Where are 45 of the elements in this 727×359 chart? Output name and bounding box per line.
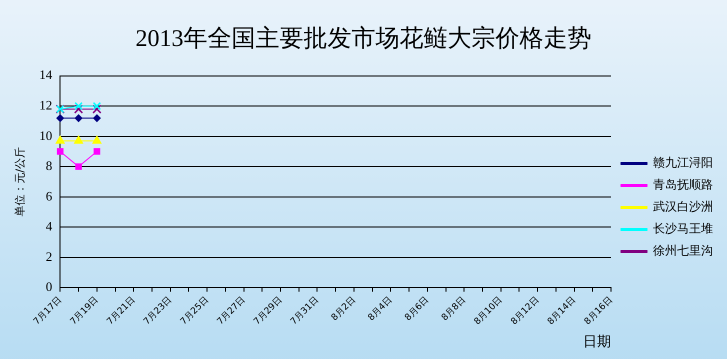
x-tick-label: 8月10日 (472, 295, 505, 328)
point (56, 136, 65, 144)
chart-title: 2013年全国主要批发市场花鲢大宗价格走势 (134, 24, 592, 54)
x-tick-label: 8月4日 (366, 295, 394, 324)
y-tick-label: 14 (39, 67, 53, 82)
point (92, 104, 102, 114)
y-tick-label: 8 (46, 158, 52, 174)
x-tick-label: 7月23日 (142, 295, 174, 328)
point (56, 114, 64, 122)
x-tick-label: 8月2日 (330, 295, 358, 324)
point (94, 148, 100, 155)
legend-label: 赣九江浔阳 (653, 156, 713, 170)
y-tick-label: 10 (39, 128, 52, 143)
x-tick-label: 8月16日 (582, 295, 615, 328)
point (74, 104, 84, 114)
x-tick-label: 8月6日 (403, 295, 432, 324)
x-tick-label: 7月29日 (252, 295, 284, 328)
point (92, 102, 102, 110)
point (74, 136, 83, 144)
legend-label: 青岛抚顺路 (653, 178, 713, 192)
x-tick-label: 7月21日 (105, 295, 138, 328)
x-tick-label: 8月14日 (546, 295, 578, 328)
x-tick-label: 7月19日 (68, 295, 101, 328)
y-axis-title: 单位：元/公斤 (13, 146, 26, 217)
x-tick-label: 7月31日 (289, 295, 322, 328)
x-tick-label: 7月17日 (32, 295, 64, 328)
y-tick-label: 12 (39, 97, 52, 112)
legend-label: 徐州七里沟 (653, 244, 713, 258)
x-tick-label: 7月27日 (216, 295, 248, 328)
y-tick-label: 0 (46, 279, 52, 294)
y-tick-label: 6 (46, 188, 53, 204)
point (75, 163, 82, 170)
point (93, 114, 101, 122)
x-tick-label: 8月12日 (509, 295, 542, 328)
legend-label: 长沙马王堆 (653, 222, 713, 236)
point (74, 114, 82, 122)
x-tick-label: 7月25日 (178, 295, 211, 328)
legend-label: 武汉白沙洲 (653, 200, 713, 214)
y-tick-label: 4 (46, 218, 53, 234)
x-tick-label: 8月8日 (440, 295, 468, 324)
point (74, 102, 83, 110)
x-axis-title: 日期 (583, 334, 611, 350)
point (92, 136, 102, 144)
point (56, 148, 64, 155)
y-tick-label: 2 (46, 248, 52, 264)
